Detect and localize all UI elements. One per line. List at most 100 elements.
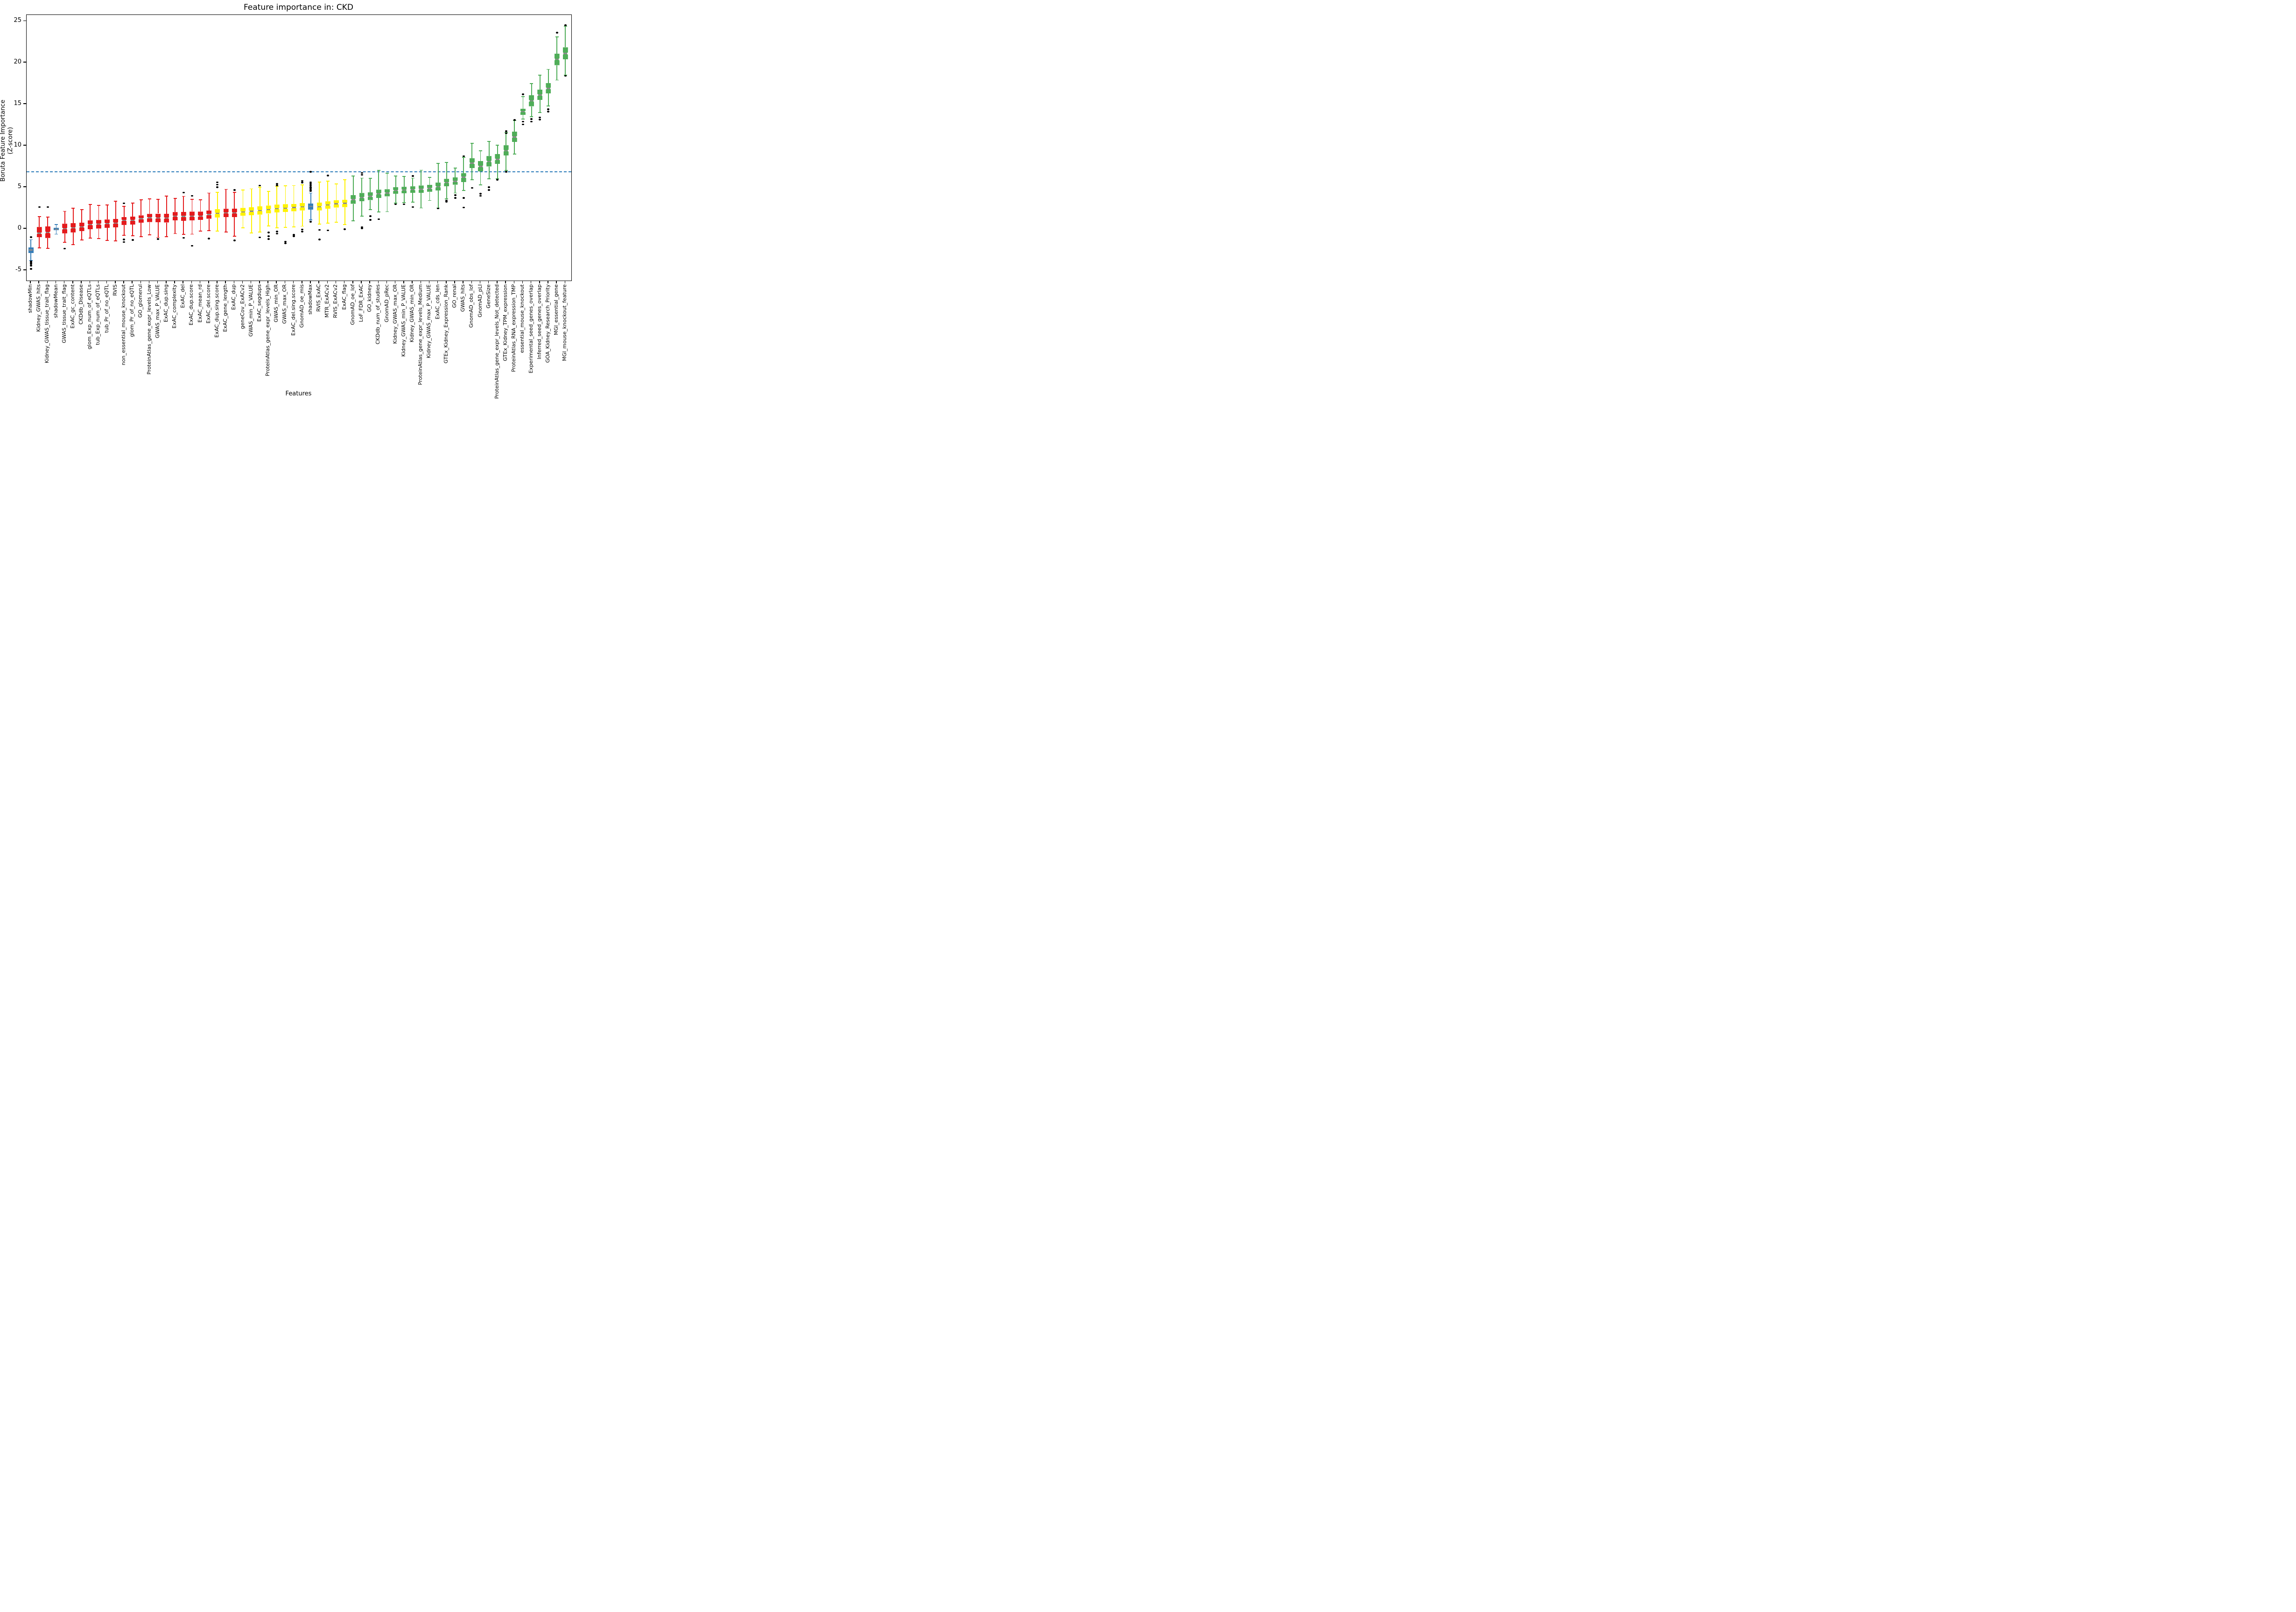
lower-whisker-cap xyxy=(55,233,58,235)
outlier-dot xyxy=(309,181,312,183)
x-tick-mark xyxy=(369,281,370,283)
x-tick-mark xyxy=(267,281,268,283)
x-tick-mark xyxy=(446,281,447,283)
median-line xyxy=(182,216,186,217)
lower-whisker xyxy=(361,201,362,217)
upper-whisker-cap xyxy=(207,192,211,194)
upper-whisker xyxy=(471,143,473,158)
upper-whisker xyxy=(327,181,329,202)
upper-whisker-cap xyxy=(301,184,304,185)
y-tick-mark xyxy=(23,145,26,146)
upper-whisker-cap xyxy=(71,208,75,209)
upper-whisker-cap xyxy=(267,190,270,192)
lower-whisker xyxy=(539,100,541,113)
lower-whisker-cap xyxy=(114,240,118,241)
median-line xyxy=(37,232,42,234)
lower-whisker-cap xyxy=(63,242,67,243)
x-tick-label: ExAC_del.score xyxy=(205,284,211,324)
outlier-dot xyxy=(284,240,287,243)
lower-whisker-cap xyxy=(343,224,347,225)
x-tick-mark xyxy=(81,281,82,283)
x-tick-mark xyxy=(98,281,99,283)
lower-whisker xyxy=(47,238,49,248)
x-tick-label: ProteinAtlas_gene_expr_levels_High xyxy=(265,284,271,376)
median-line xyxy=(131,219,135,221)
outlier-dot xyxy=(284,242,287,244)
median-line xyxy=(292,207,296,208)
outlier-dot xyxy=(38,206,41,208)
x-tick-label: ExAC_mean_rd xyxy=(197,284,203,323)
y-tick-mark xyxy=(23,62,26,63)
lower-whisker xyxy=(319,210,320,225)
outlier-dot xyxy=(301,180,304,182)
outlier-dot xyxy=(411,206,414,208)
x-tick-mark xyxy=(259,281,260,283)
x-tick-label: MGI_mouse_knockout_feature xyxy=(562,284,568,361)
lower-whisker xyxy=(276,212,278,228)
lower-whisker-cap xyxy=(394,202,398,204)
upper-whisker xyxy=(293,185,295,204)
lower-whisker-cap xyxy=(453,192,457,194)
outlier-dot xyxy=(360,174,363,176)
outlier-dot xyxy=(267,238,270,240)
median-line xyxy=(513,136,517,138)
upper-whisker xyxy=(548,69,549,83)
lower-whisker-cap xyxy=(563,75,567,76)
x-tick-label: ExAC_dup.sing xyxy=(162,284,169,323)
lower-whisker xyxy=(310,209,311,220)
median-line xyxy=(538,94,542,96)
x-tick-label: Kidney_GWAS_min_OR xyxy=(409,284,415,343)
x-tick-mark xyxy=(30,281,31,283)
lower-whisker xyxy=(124,225,125,236)
lower-whisker-cap xyxy=(377,211,380,213)
lower-whisker xyxy=(132,224,133,236)
upper-whisker xyxy=(276,186,278,205)
lower-whisker-cap xyxy=(105,239,109,241)
x-tick-mark xyxy=(225,281,226,283)
x-tick-label: Inferred_seed_genes_overlap xyxy=(536,284,542,359)
lower-whisker xyxy=(140,223,142,237)
lower-whisker-cap xyxy=(29,260,33,261)
lower-whisker xyxy=(157,222,159,238)
lower-whisker-cap xyxy=(326,223,330,224)
x-tick-mark xyxy=(115,281,116,283)
lower-whisker-cap xyxy=(156,237,160,238)
outlier-dot xyxy=(318,229,321,231)
median-line xyxy=(215,212,219,214)
x-tick-mark xyxy=(191,281,192,283)
upper-whisker xyxy=(285,186,286,204)
median-line xyxy=(173,215,177,217)
plot-area xyxy=(26,14,572,281)
x-tick-label: MGI_essential_gene xyxy=(553,284,560,335)
median-line xyxy=(521,111,525,113)
median-line xyxy=(309,206,313,207)
x-tick-mark xyxy=(47,281,48,283)
outlier-dot xyxy=(267,232,270,233)
outlier-dot xyxy=(293,234,295,236)
lower-whisker xyxy=(200,220,201,232)
lower-whisker xyxy=(208,218,210,231)
x-tick-mark xyxy=(378,281,379,283)
outlier-dot xyxy=(462,197,465,199)
upper-whisker-cap xyxy=(530,83,534,84)
outlier-dot xyxy=(123,239,126,240)
lower-whisker-cap xyxy=(479,184,483,185)
lower-whisker-cap xyxy=(139,236,143,237)
upper-whisker-cap xyxy=(232,191,236,193)
lower-whisker xyxy=(556,65,558,80)
x-tick-label: LoF_FDR_ExAC xyxy=(358,284,365,322)
median-line xyxy=(105,223,109,225)
lower-whisker xyxy=(98,228,99,239)
outlier-dot xyxy=(309,186,312,188)
lower-whisker xyxy=(30,253,31,261)
lower-whisker xyxy=(344,207,345,225)
upper-whisker xyxy=(106,205,108,220)
lower-whisker xyxy=(336,207,337,222)
upper-whisker xyxy=(225,189,227,209)
x-tick-label: shadowMin xyxy=(27,284,33,313)
lower-whisker xyxy=(404,193,405,203)
x-tick-mark xyxy=(488,281,489,283)
outlier-dot xyxy=(530,118,533,120)
lower-whisker xyxy=(386,196,388,212)
outlier-dot xyxy=(479,195,482,197)
